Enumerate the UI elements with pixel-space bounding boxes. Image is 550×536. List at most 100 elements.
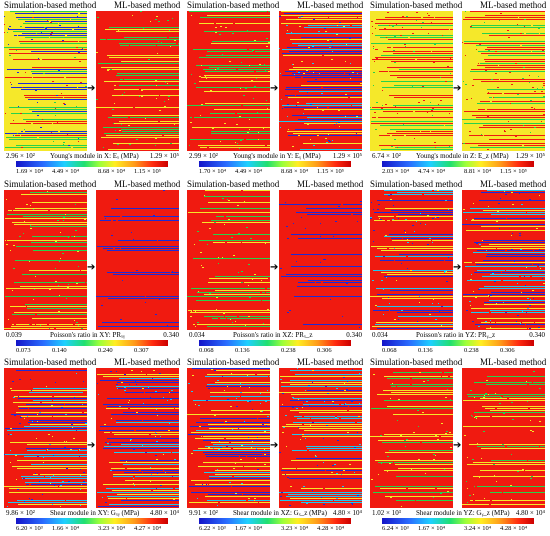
map-stripe	[22, 85, 87, 86]
map-stripe	[281, 470, 362, 471]
map-speck	[152, 378, 153, 379]
map-speck	[173, 499, 175, 500]
map-stripe	[119, 121, 179, 122]
map-speck	[197, 498, 198, 499]
map-stripe	[393, 372, 453, 373]
map-stripe	[470, 71, 545, 72]
map-speck	[465, 51, 467, 52]
map-speck	[330, 393, 332, 394]
map-stripe	[111, 390, 179, 391]
map-stripe	[303, 61, 362, 62]
map-speck	[418, 291, 420, 292]
map-stripe	[378, 440, 453, 441]
map-speck	[161, 319, 163, 320]
map-stripe	[116, 47, 179, 48]
sim-method-label: Simulation-based method	[187, 0, 280, 10]
map-speck	[136, 412, 138, 413]
map-speck	[80, 82, 82, 83]
map-stripe	[196, 430, 270, 431]
map-speck	[109, 444, 111, 445]
map-stripe	[194, 314, 270, 315]
map-speck	[444, 272, 445, 273]
map-speck	[538, 28, 540, 29]
map-stripe	[105, 302, 179, 303]
map-speck	[244, 201, 245, 202]
map-speck	[137, 209, 138, 210]
map-speck	[258, 132, 259, 133]
map-speck	[190, 146, 192, 147]
map-speck	[282, 404, 283, 405]
map-stripe	[117, 382, 179, 383]
map-stripe	[21, 416, 87, 417]
map-speck	[356, 116, 358, 117]
map-stripe	[383, 51, 453, 52]
map-speck	[244, 139, 246, 140]
map-speck	[412, 451, 413, 452]
map-stripe	[11, 113, 87, 114]
map-speck	[337, 25, 338, 26]
map-speck	[472, 459, 474, 460]
map-stripe	[187, 286, 270, 287]
map-speck	[296, 261, 297, 262]
map-stripe	[464, 111, 545, 112]
map-stripe	[468, 414, 545, 415]
comparison-panel: Simulation-based method ML-based method ➔ 0…	[2, 179, 183, 357]
map-speck	[254, 101, 255, 102]
map-speck	[8, 28, 9, 29]
map-stripe	[13, 368, 87, 369]
map-speck	[320, 236, 321, 237]
map-speck	[301, 217, 302, 218]
map-speck	[332, 238, 334, 239]
map-stripe	[393, 99, 453, 100]
map-stripe	[481, 322, 545, 323]
map-speck	[52, 396, 54, 397]
map-speck	[206, 484, 207, 485]
map-speck	[401, 129, 403, 130]
map-speck	[230, 406, 232, 407]
map-speck	[68, 225, 69, 226]
map-speck	[254, 71, 256, 72]
map-speck	[258, 72, 259, 73]
map-speck	[345, 94, 347, 95]
map-speck	[543, 373, 544, 374]
map-speck	[504, 61, 505, 62]
sim-method-label: Simulation-based method	[370, 357, 463, 367]
map-speck	[328, 431, 330, 432]
map-stripe	[304, 27, 362, 28]
map-speck	[522, 145, 524, 146]
map-stripe	[32, 91, 87, 92]
map-speck	[133, 268, 134, 269]
map-stripe	[32, 67, 87, 68]
map-speck	[82, 117, 83, 118]
map-stripe	[483, 31, 545, 32]
map-stripe	[187, 414, 270, 415]
colorbar-tick: 8.68 × 10⁴	[281, 168, 309, 175]
map-speck	[503, 413, 505, 414]
map-stripe	[28, 440, 87, 441]
ml-method-label: ML-based method	[114, 357, 181, 367]
map-speck	[543, 283, 545, 284]
map-speck	[490, 500, 492, 501]
map-stripe	[102, 314, 179, 315]
map-speck	[34, 200, 36, 201]
map-speck	[29, 261, 30, 262]
map-speck	[170, 271, 172, 272]
map-speck	[422, 86, 424, 87]
map-speck	[530, 299, 531, 300]
map-speck	[285, 202, 286, 203]
map-stripe	[207, 500, 270, 501]
map-stripe	[308, 280, 362, 281]
map-speck	[444, 260, 445, 261]
map-speck	[257, 112, 258, 113]
map-speck	[265, 145, 267, 146]
map-speck	[498, 203, 500, 204]
map-speck	[233, 255, 235, 256]
map-speck	[226, 232, 228, 233]
map-speck	[467, 502, 468, 503]
map-stripe	[197, 292, 270, 293]
map-stripe	[193, 59, 270, 60]
map-speck	[197, 282, 198, 283]
map-speck	[135, 195, 136, 196]
map-speck	[191, 74, 192, 75]
map-speck	[505, 312, 507, 313]
